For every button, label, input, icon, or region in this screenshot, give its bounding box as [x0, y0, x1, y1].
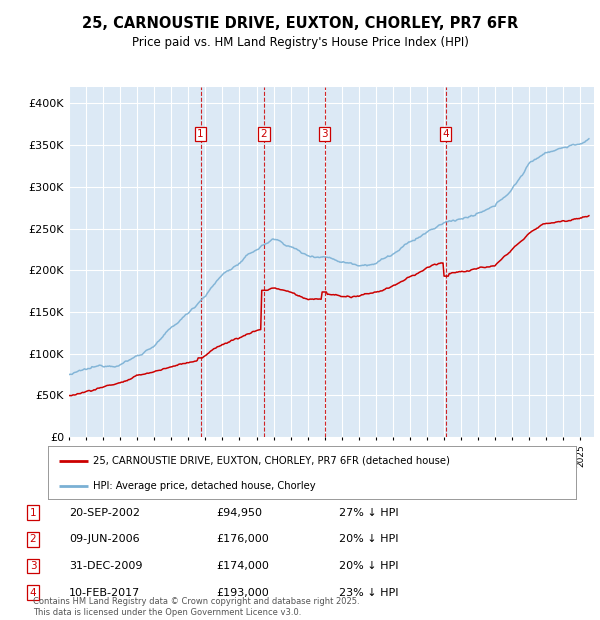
Text: 20-SEP-2002: 20-SEP-2002 — [69, 508, 140, 518]
Text: Contains HM Land Registry data © Crown copyright and database right 2025.
This d: Contains HM Land Registry data © Crown c… — [33, 598, 359, 617]
Text: 23% ↓ HPI: 23% ↓ HPI — [339, 588, 398, 598]
Text: 25, CARNOUSTIE DRIVE, EUXTON, CHORLEY, PR7 6FR: 25, CARNOUSTIE DRIVE, EUXTON, CHORLEY, P… — [82, 16, 518, 30]
Text: 10-FEB-2017: 10-FEB-2017 — [69, 588, 140, 598]
Text: 20% ↓ HPI: 20% ↓ HPI — [339, 534, 398, 544]
Text: £94,950: £94,950 — [216, 508, 262, 518]
Text: 4: 4 — [443, 129, 449, 139]
Text: 31-DEC-2009: 31-DEC-2009 — [69, 561, 143, 571]
Text: 3: 3 — [321, 129, 328, 139]
Text: 27% ↓ HPI: 27% ↓ HPI — [339, 508, 398, 518]
Text: 25, CARNOUSTIE DRIVE, EUXTON, CHORLEY, PR7 6FR (detached house): 25, CARNOUSTIE DRIVE, EUXTON, CHORLEY, P… — [93, 456, 450, 466]
Text: 20% ↓ HPI: 20% ↓ HPI — [339, 561, 398, 571]
Text: £176,000: £176,000 — [216, 534, 269, 544]
Text: 1: 1 — [29, 508, 37, 518]
Text: 3: 3 — [29, 561, 37, 571]
Text: 2: 2 — [260, 129, 268, 139]
Text: 09-JUN-2006: 09-JUN-2006 — [69, 534, 140, 544]
Text: 2: 2 — [29, 534, 37, 544]
Text: 1: 1 — [197, 129, 204, 139]
Text: £174,000: £174,000 — [216, 561, 269, 571]
Text: HPI: Average price, detached house, Chorley: HPI: Average price, detached house, Chor… — [93, 481, 316, 491]
Text: £193,000: £193,000 — [216, 588, 269, 598]
Text: 4: 4 — [29, 588, 37, 598]
Text: Price paid vs. HM Land Registry's House Price Index (HPI): Price paid vs. HM Land Registry's House … — [131, 36, 469, 49]
